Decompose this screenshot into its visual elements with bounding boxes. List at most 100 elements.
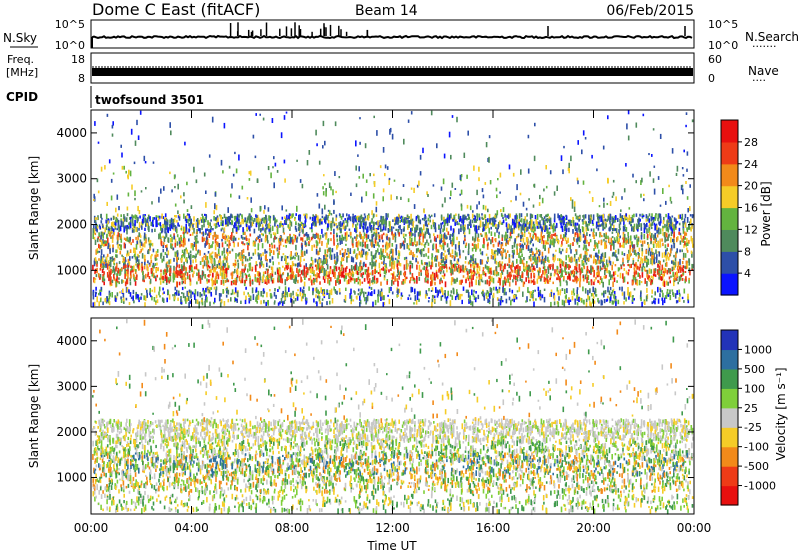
heatmap-cell [430,274,433,279]
heatmap-cell [261,233,263,236]
heatmap-cell [572,229,574,234]
heatmap-cell [355,262,358,268]
heatmap-cell [355,237,357,241]
heatmap-cell [584,239,586,244]
heatmap-cell [135,257,138,263]
heatmap-cell [508,281,511,287]
heatmap-cell [446,217,449,223]
heatmap-cell [134,281,137,286]
heatmap-cell [321,243,323,246]
heatmap-cell [162,245,165,249]
heatmap-cell [367,266,370,271]
heatmap-cell [559,216,561,221]
heatmap-cell [356,234,359,237]
heatmap-cell [559,280,562,287]
heatmap-cell [632,218,634,223]
heatmap-cell [163,223,165,228]
heatmap-cell [118,233,120,238]
heatmap-cell [336,261,338,264]
heatmap-cell [292,239,294,245]
heatmap-cell [440,262,442,265]
heatmap-cell [249,256,251,261]
heatmap-cell [583,240,585,244]
heatmap-cell [549,231,551,235]
heatmap-cell [671,227,674,231]
heatmap-cell [651,217,653,220]
heatmap-cell [380,228,382,232]
heatmap-cell [531,280,534,283]
heatmap-cell [338,281,340,285]
heatmap-cell [492,223,494,227]
heatmap-cell [474,260,476,265]
heatmap-cell [361,281,364,284]
heatmap-cell [547,242,549,245]
heatmap-cell [291,213,293,219]
heatmap-cell [115,263,118,270]
heatmap-cell [165,233,168,238]
heatmap-cell [454,279,457,284]
heatmap-cell [134,256,137,260]
heatmap-cell [189,259,192,265]
heatmap-cell [124,225,126,229]
heatmap-cell [445,257,448,264]
heatmap-cell [124,273,126,279]
heatmap-cell [566,223,568,228]
heatmap-cell [164,228,166,234]
heatmap-cell [394,275,396,282]
heatmap-cell [686,217,689,223]
heatmap-cell [330,277,332,282]
heatmap-cell [507,278,509,283]
heatmap-cell [490,217,492,221]
heatmap-cell [106,233,108,239]
heatmap-cell [98,224,101,228]
heatmap-cell [387,213,389,218]
heatmap-cell [165,221,167,226]
heatmap-cell [149,243,151,249]
heatmap-cell [622,225,625,232]
heatmap-cell [192,273,194,278]
heatmap-cell [150,259,153,264]
heatmap-cell [408,220,410,226]
heatmap-cell [164,277,166,282]
heatmap-cell [484,280,487,285]
heatmap-cell [392,226,395,229]
heatmap-cell [532,228,535,231]
heatmap-cell [123,242,126,249]
heatmap-cell [111,227,114,231]
heatmap-cell [355,228,357,234]
heatmap-cell [430,214,433,217]
heatmap-cell [279,274,281,278]
heatmap-cell [273,244,276,249]
heatmap-cell [239,224,242,227]
heatmap-cell [359,280,361,286]
heatmap-cell [435,243,437,250]
heatmap-cell [260,228,263,232]
heatmap-cell [113,268,116,275]
heatmap-cell [298,233,301,237]
heatmap-cell [323,268,326,273]
heatmap-cell [664,237,666,243]
heatmap-cell [579,254,581,258]
heatmap-cell [410,232,413,235]
heatmap-cell [537,269,539,273]
heatmap-cell [396,278,398,282]
heatmap-cell [651,254,653,260]
heatmap-cell [279,222,281,228]
noise-left-label: N.Sky [3,31,37,45]
heatmap-cell [366,251,369,256]
heatmap-cell [455,213,457,216]
heatmap-cell [235,280,237,286]
heatmap-cell [221,272,223,278]
heatmap-cell [416,277,418,284]
heatmap-cell [544,248,546,251]
heatmap-cell [540,214,543,218]
heatmap-cell [235,231,238,234]
heatmap-cell [186,257,188,262]
heatmap-cell [568,273,571,280]
heatmap-cell [299,264,302,268]
heatmap-cell [553,233,555,236]
heatmap-cell [528,231,530,235]
heatmap-cell [361,267,364,270]
heatmap-cell [571,270,574,274]
heatmap-cell [520,258,523,264]
